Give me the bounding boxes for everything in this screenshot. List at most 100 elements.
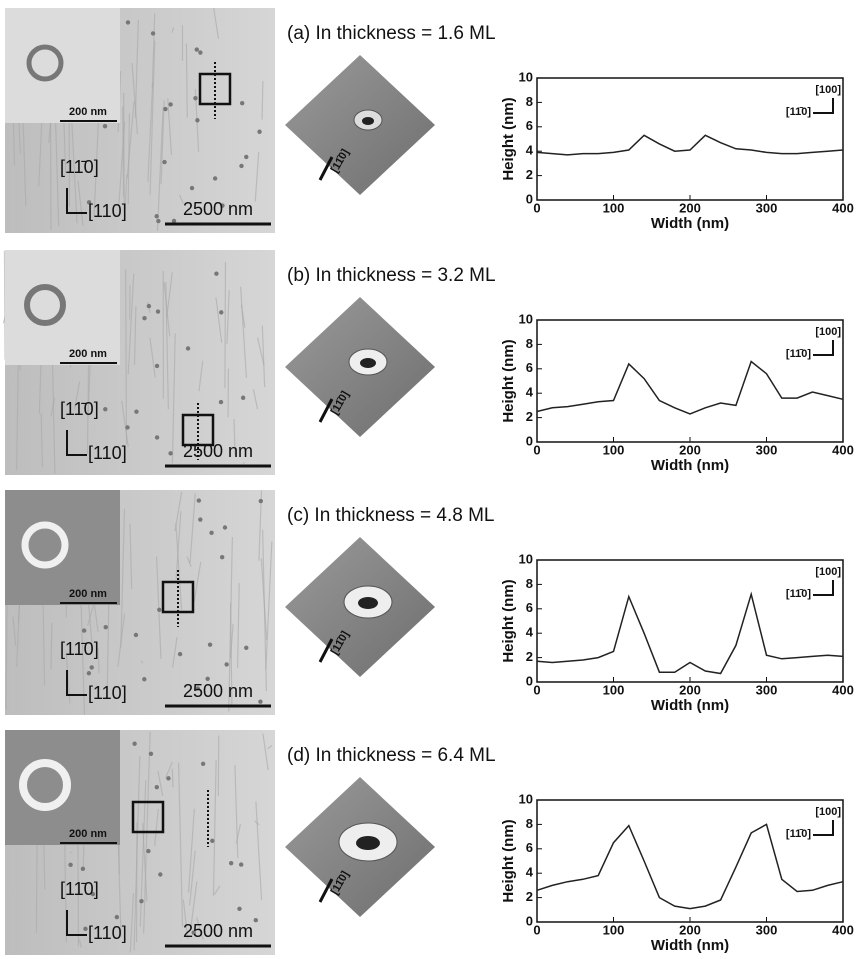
afm-dot: [81, 867, 85, 871]
x-tick-label: 300: [756, 682, 778, 697]
scale-label: 2500 nm: [183, 441, 253, 461]
y-tick-label: 10: [519, 551, 533, 566]
afm-dot: [134, 409, 138, 413]
chart-title: (d) In thickness = 6.4 ML: [287, 745, 496, 766]
afm-dot: [239, 164, 243, 168]
afm-dot: [219, 310, 223, 314]
afm-streak: [225, 262, 226, 388]
x-axis-label: Width (nm): [651, 457, 729, 474]
afm-dot: [244, 155, 248, 159]
afm-dot: [239, 862, 243, 866]
afm-streak: [172, 769, 173, 788]
x-tick-label: 0: [533, 922, 540, 937]
y-tick-label: 10: [519, 791, 533, 806]
afm-dot: [213, 176, 217, 180]
figure: 200 nm[11̄0][110]2500 nm[11̄0](a) In thi…: [0, 0, 856, 959]
x-tick-label: 400: [832, 442, 854, 457]
afm-dot: [220, 555, 224, 559]
afm-dot: [258, 699, 262, 703]
x-tick-label: 400: [832, 682, 854, 697]
afm-dot: [195, 118, 199, 122]
inset-scale-label: 200 nm: [69, 588, 107, 600]
afm-dot: [241, 396, 245, 400]
y-axis-label: Height (nm): [500, 579, 517, 662]
afm-dot: [193, 96, 197, 100]
y-tick-label: 6: [526, 118, 533, 133]
direction-annotation: [11̄0]: [786, 828, 811, 840]
y-axis-label: Height (nm): [500, 339, 517, 422]
afm-dot: [156, 219, 160, 223]
afm-dot: [214, 271, 218, 275]
afm-streak: [124, 93, 125, 212]
y-tick-label: 8: [526, 336, 533, 351]
afm-dot: [178, 652, 182, 656]
chart-title: (b) In thickness = 3.2 ML: [287, 265, 496, 286]
afm-dot: [168, 102, 172, 106]
afm-dot: [103, 407, 107, 411]
afm-dot: [104, 625, 108, 629]
afm-dot: [125, 425, 129, 429]
plot-frame: [537, 800, 843, 922]
3d-hole: [360, 358, 376, 368]
inset-scale-label: 200 nm: [69, 106, 107, 118]
y-tick-label: 4: [526, 385, 534, 400]
y-tick-label: 2: [526, 889, 533, 904]
profile-line-series: [537, 362, 843, 414]
afm-dot: [132, 742, 136, 746]
y-tick-label: 6: [526, 360, 533, 375]
afm-dot: [155, 435, 159, 439]
afm-dot: [168, 451, 172, 455]
direction-up: [11̄0]: [60, 399, 99, 419]
y-tick-label: 2: [526, 409, 533, 424]
x-tick-label: 200: [679, 200, 701, 215]
afm-dot: [219, 400, 223, 404]
y-tick-label: 6: [526, 840, 533, 855]
afm-dot: [142, 316, 146, 320]
afm-dot: [151, 31, 155, 35]
plot-frame: [537, 320, 843, 442]
direction-right: [110]: [88, 923, 127, 943]
x-tick-label: 100: [603, 442, 625, 457]
afm-dot: [240, 101, 244, 105]
afm-dot: [154, 214, 158, 218]
direction-arrow: [813, 820, 833, 835]
inset-scale-label: 200 nm: [69, 348, 107, 360]
afm-dot: [254, 918, 258, 922]
direction-annotation: [11̄0]: [786, 106, 811, 118]
y-tick-label: 0: [526, 913, 533, 928]
y-tick-label: 0: [526, 191, 533, 206]
x-tick-label: 300: [756, 200, 778, 215]
y-tick-label: 2: [526, 167, 533, 182]
y-tick-label: 10: [519, 311, 533, 326]
afm-dot: [162, 160, 166, 164]
direction-up: [11̄0]: [60, 639, 99, 659]
afm-dot: [139, 899, 143, 903]
inset-scale-label: 200 nm: [69, 828, 107, 840]
afm-dot: [172, 219, 176, 223]
direction-right: [110]: [88, 443, 127, 463]
scale-label: 2500 nm: [183, 921, 253, 941]
y-tick-label: 4: [526, 625, 534, 640]
afm-dot: [224, 662, 228, 666]
profile-line-series: [537, 594, 843, 673]
y-tick-label: 0: [526, 673, 533, 688]
afm-dot: [134, 633, 138, 637]
direction-annotation: [11̄0]: [786, 348, 811, 360]
x-axis-label: Width (nm): [651, 937, 729, 954]
x-tick-label: 200: [679, 922, 701, 937]
y-tick-label: 4: [526, 865, 534, 880]
afm-dot: [83, 927, 87, 931]
afm-dot: [156, 309, 160, 313]
afm-dot: [223, 525, 227, 529]
direction-annotation: [100]: [815, 326, 841, 338]
y-tick-label: 8: [526, 94, 533, 109]
x-tick-label: 300: [756, 922, 778, 937]
x-tick-label: 0: [533, 442, 540, 457]
x-tick-label: 100: [603, 682, 625, 697]
y-tick-label: 8: [526, 576, 533, 591]
afm-dot: [198, 517, 202, 521]
afm-dot: [68, 863, 72, 867]
y-tick-label: 4: [526, 143, 534, 158]
afm-streak: [126, 269, 127, 444]
scale-label: 2500 nm: [183, 199, 253, 219]
